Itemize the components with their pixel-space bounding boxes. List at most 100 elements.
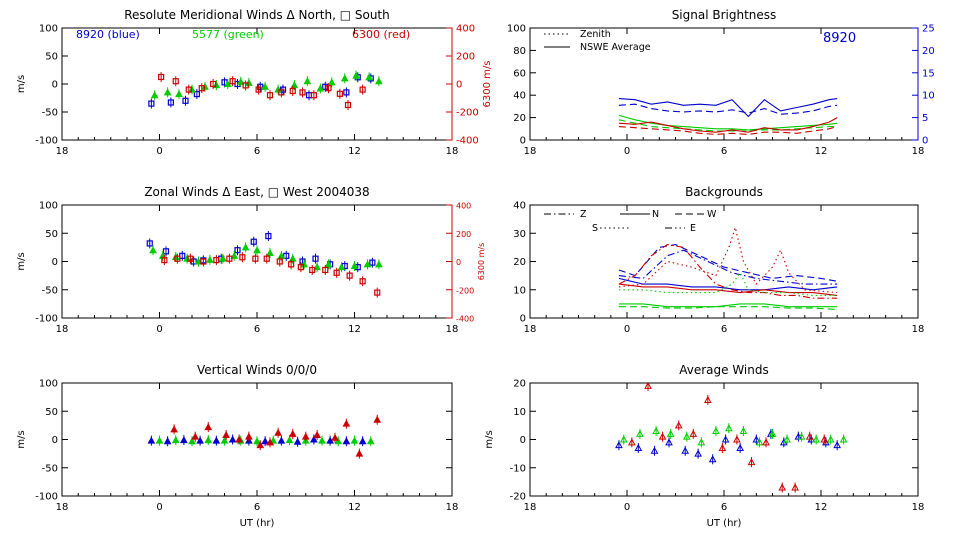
line-green-dotted bbox=[618, 271, 838, 296]
line-red-dashed bbox=[618, 126, 838, 135]
point-blue bbox=[665, 438, 673, 446]
point-blue bbox=[196, 436, 204, 444]
point-green bbox=[318, 436, 326, 444]
plot-frame bbox=[61, 27, 453, 141]
point-green bbox=[219, 254, 227, 262]
point-red bbox=[658, 432, 667, 440]
point-green bbox=[188, 85, 196, 93]
point-red bbox=[242, 82, 249, 89]
point-blue bbox=[180, 436, 188, 444]
x-tick-label: 6 bbox=[721, 502, 727, 513]
point-green bbox=[783, 435, 791, 443]
point-green bbox=[352, 71, 360, 79]
meridional-winds-panel: Resolute Meridional Winds Δ North, □ Sou… bbox=[16, 8, 493, 157]
x-tick-label: 6 bbox=[721, 324, 727, 335]
x-tick-label: 18 bbox=[56, 502, 69, 513]
x-tick-label: 18 bbox=[56, 146, 69, 157]
point-red bbox=[336, 90, 343, 97]
x-tick-label: 0 bbox=[156, 146, 162, 157]
point-blue bbox=[310, 435, 318, 443]
chart-title: Signal Brightness bbox=[672, 8, 777, 22]
point-green bbox=[253, 246, 261, 254]
series-blue bbox=[618, 103, 838, 115]
y-tick-label: 60 bbox=[513, 68, 526, 79]
annotation-green: 5577 (green) bbox=[192, 28, 264, 41]
point-blue bbox=[147, 436, 156, 444]
point-green bbox=[171, 436, 180, 444]
point-red bbox=[185, 86, 192, 93]
series-red bbox=[158, 72, 366, 110]
point-green bbox=[619, 435, 628, 443]
series-blue bbox=[615, 428, 842, 465]
point-green bbox=[188, 437, 196, 445]
point-red bbox=[276, 258, 283, 265]
y2-tick-label: 200 bbox=[456, 52, 475, 63]
chart-title: Backgrounds bbox=[685, 185, 763, 199]
y-tick-label: -100 bbox=[35, 492, 58, 503]
average-winds-panel: Average Winds 18 0 6 12 18 UT (hr) 20 10 0 -10 -20 m… bbox=[484, 363, 924, 529]
y2-tick-label: 400 bbox=[456, 202, 471, 211]
point-green bbox=[636, 429, 644, 437]
y-tick-label: 0 bbox=[52, 80, 58, 91]
annotation-8920: 8920 bbox=[823, 31, 856, 46]
point-green bbox=[313, 263, 321, 271]
x-tick-label: 12 bbox=[815, 324, 828, 335]
point-green bbox=[149, 246, 157, 254]
y-tick-label: 20 bbox=[513, 113, 526, 124]
point-green bbox=[375, 260, 383, 268]
point-red bbox=[805, 432, 814, 440]
point-red bbox=[374, 289, 381, 296]
y-tick-label: -100 bbox=[35, 136, 58, 147]
y2-tick-label: -200 bbox=[456, 286, 474, 295]
y-tick-label: -50 bbox=[42, 285, 58, 296]
y2-tick-label: 10 bbox=[922, 91, 935, 102]
point-red bbox=[200, 258, 207, 265]
point-red bbox=[313, 430, 321, 438]
plot-area bbox=[146, 231, 383, 298]
point-green bbox=[350, 436, 359, 444]
legend-label: N bbox=[652, 209, 659, 220]
x-axis-label: UT (hr) bbox=[240, 518, 275, 529]
point-red bbox=[263, 255, 270, 262]
y-tick-label: 0 bbox=[520, 136, 526, 147]
x-tick-label: 18 bbox=[524, 324, 537, 335]
y2-tick-label: -400 bbox=[456, 136, 479, 147]
annotation-blue: 8920 (blue) bbox=[76, 28, 140, 41]
point-green bbox=[150, 91, 159, 99]
x-tick-label: 0 bbox=[156, 502, 162, 513]
point-red bbox=[278, 89, 285, 96]
point-red bbox=[820, 435, 829, 443]
y-tick-label: -50 bbox=[42, 463, 58, 474]
point-green bbox=[337, 263, 346, 271]
point-red bbox=[791, 483, 799, 491]
point-green bbox=[327, 78, 336, 86]
y-axis-label: m/s bbox=[16, 430, 27, 448]
point-green bbox=[366, 437, 375, 445]
y-tick-label: 50 bbox=[45, 407, 58, 418]
point-red bbox=[191, 432, 200, 440]
y-tick-label: 10 bbox=[513, 285, 526, 296]
point-red bbox=[359, 86, 366, 93]
point-blue bbox=[369, 259, 376, 266]
series-green bbox=[618, 303, 838, 308]
x-tick-label: 12 bbox=[348, 324, 361, 335]
series-green bbox=[618, 306, 838, 311]
point-red bbox=[373, 415, 382, 423]
annotation-red: 6300 (red) bbox=[352, 28, 410, 41]
point-red bbox=[703, 395, 712, 403]
x-axis-label: UT (hr) bbox=[707, 518, 742, 529]
y2-tick-label: 25 bbox=[922, 24, 935, 35]
point-blue bbox=[212, 436, 221, 444]
point-blue bbox=[681, 446, 690, 454]
point-blue bbox=[694, 449, 702, 457]
y-tick-label: 10 bbox=[513, 407, 526, 418]
x-tick-label: 6 bbox=[254, 146, 260, 157]
point-red bbox=[342, 419, 351, 427]
y2-axis-label: 6300 m/s bbox=[482, 61, 493, 108]
point-blue bbox=[261, 437, 269, 445]
point-green bbox=[797, 432, 806, 440]
line-blue-dashed bbox=[618, 103, 838, 115]
point-red bbox=[331, 433, 339, 441]
y-tick-label: 40 bbox=[513, 201, 526, 212]
